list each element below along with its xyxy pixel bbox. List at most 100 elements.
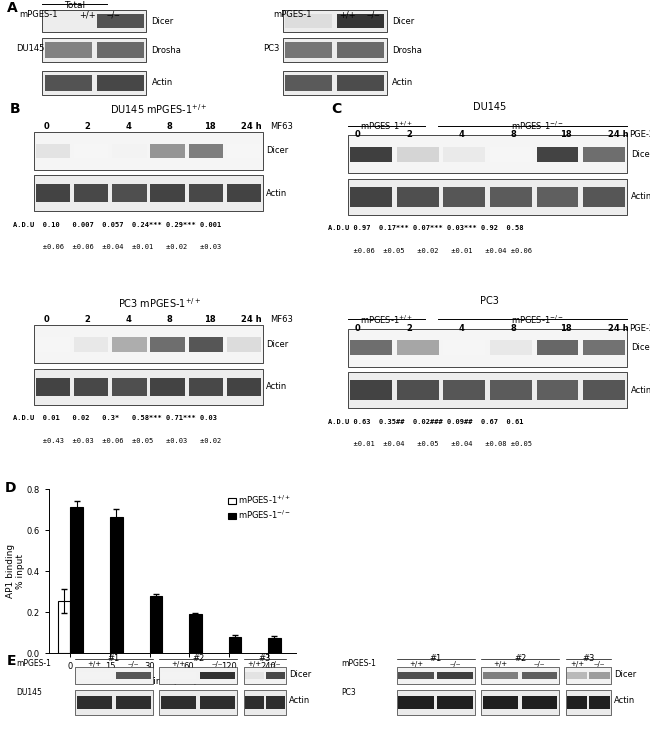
Text: PGE-2: PGE-2: [629, 323, 650, 333]
Text: 2: 2: [406, 323, 412, 333]
Bar: [490, 147, 532, 162]
Bar: [268, 638, 281, 653]
Text: ‒/‒: ‒/‒: [127, 661, 139, 667]
Bar: [74, 184, 109, 202]
Text: ‒/‒: ‒/‒: [367, 10, 380, 19]
Text: DU145: DU145: [16, 44, 45, 53]
Bar: [42, 10, 146, 32]
Bar: [483, 696, 518, 709]
Text: +/+: +/+: [247, 661, 261, 667]
Text: 4: 4: [125, 315, 131, 324]
Bar: [398, 672, 434, 680]
Text: MF63: MF63: [270, 121, 293, 131]
Bar: [283, 38, 387, 63]
Text: 0: 0: [44, 121, 49, 131]
Text: ‒/‒: ‒/‒: [107, 10, 120, 19]
Bar: [443, 340, 485, 356]
Bar: [159, 667, 237, 684]
Bar: [522, 696, 557, 709]
Bar: [396, 340, 439, 356]
Text: Dicer: Dicer: [630, 150, 650, 159]
Bar: [244, 690, 286, 715]
Bar: [110, 517, 123, 653]
Bar: [396, 380, 439, 400]
Text: mPGES-1: mPGES-1: [273, 10, 311, 19]
Text: ‒/‒: ‒/‒: [212, 661, 224, 667]
Text: A.D.U  0.01   0.02   0.3*   0.58*** 0.71*** 0.03: A.D.U 0.01 0.02 0.3* 0.58*** 0.71*** 0.0…: [12, 415, 216, 421]
Bar: [285, 74, 332, 91]
Bar: [161, 672, 196, 680]
Text: 4: 4: [125, 121, 131, 131]
Bar: [36, 337, 70, 352]
Bar: [188, 377, 223, 396]
Text: D: D: [5, 481, 16, 495]
Text: Drosha: Drosha: [151, 46, 181, 55]
Bar: [337, 74, 384, 91]
Bar: [396, 667, 474, 684]
Bar: [348, 372, 627, 408]
Bar: [150, 144, 185, 158]
Bar: [566, 690, 611, 715]
Bar: [490, 340, 532, 356]
Bar: [112, 377, 147, 396]
Bar: [34, 369, 263, 405]
Text: 8: 8: [511, 323, 517, 333]
Text: ±0.01  ±0.04   ±0.05   ±0.04   ±0.08 ±0.05: ±0.01 ±0.04 ±0.05 ±0.04 ±0.08 ±0.05: [328, 441, 532, 447]
Bar: [567, 696, 587, 709]
Bar: [161, 696, 196, 709]
Bar: [36, 184, 70, 202]
Text: mPGES-1$^{-/-}$: mPGES-1$^{-/-}$: [511, 120, 564, 132]
Y-axis label: AP1 binding
% input: AP1 binding % input: [6, 544, 25, 599]
Bar: [396, 690, 474, 715]
Text: PC3: PC3: [263, 44, 280, 53]
Bar: [266, 672, 285, 680]
Bar: [150, 377, 185, 396]
Bar: [337, 14, 384, 28]
Bar: [34, 132, 263, 170]
Bar: [590, 696, 610, 709]
Text: 8: 8: [166, 121, 172, 131]
Text: 8: 8: [166, 315, 172, 324]
Text: 24 h: 24 h: [608, 323, 628, 333]
X-axis label: Time (min): Time (min): [148, 677, 197, 686]
Bar: [567, 672, 587, 680]
Bar: [536, 380, 578, 400]
Text: Actin: Actin: [630, 192, 650, 201]
Bar: [337, 42, 384, 58]
Bar: [227, 184, 261, 202]
Bar: [437, 672, 473, 680]
Text: mPGES-1$^{+/+}$: mPGES-1$^{+/+}$: [359, 120, 413, 132]
Bar: [443, 147, 485, 162]
Text: 18: 18: [204, 121, 216, 131]
Text: mPGES-1: mPGES-1: [16, 658, 51, 668]
Bar: [437, 696, 473, 709]
Bar: [34, 326, 263, 364]
Text: 0: 0: [354, 323, 360, 333]
Text: Actin: Actin: [266, 189, 287, 198]
Bar: [97, 14, 144, 28]
Bar: [285, 14, 332, 28]
Text: Dicer: Dicer: [392, 17, 414, 26]
Text: +/+: +/+: [79, 10, 96, 19]
Bar: [77, 696, 112, 709]
Bar: [244, 667, 286, 684]
Bar: [522, 672, 557, 680]
Bar: [481, 690, 559, 715]
Text: #2: #2: [514, 654, 526, 663]
Text: C: C: [332, 102, 342, 117]
Bar: [45, 74, 92, 91]
Text: A.D.U 0.97  0.17*** 0.07*** 0.03*** 0.92  0.58: A.D.U 0.97 0.17*** 0.07*** 0.03*** 0.92 …: [328, 226, 524, 231]
Text: +/+: +/+: [87, 661, 101, 667]
Bar: [536, 187, 578, 207]
Text: Total: Total: [64, 1, 85, 10]
Text: Dicer: Dicer: [289, 669, 311, 679]
Text: mPGES-1$^{+/+}$: mPGES-1$^{+/+}$: [359, 313, 413, 326]
Bar: [75, 667, 153, 684]
Text: DU145: DU145: [473, 102, 506, 112]
Bar: [227, 144, 261, 158]
Bar: [97, 74, 144, 91]
Text: ±0.06  ±0.05   ±0.02   ±0.01   ±0.04 ±0.06: ±0.06 ±0.05 ±0.02 ±0.01 ±0.04 ±0.06: [328, 247, 532, 254]
Bar: [45, 14, 92, 28]
Text: MF63: MF63: [270, 315, 293, 324]
Text: PGE-2: PGE-2: [629, 130, 650, 139]
